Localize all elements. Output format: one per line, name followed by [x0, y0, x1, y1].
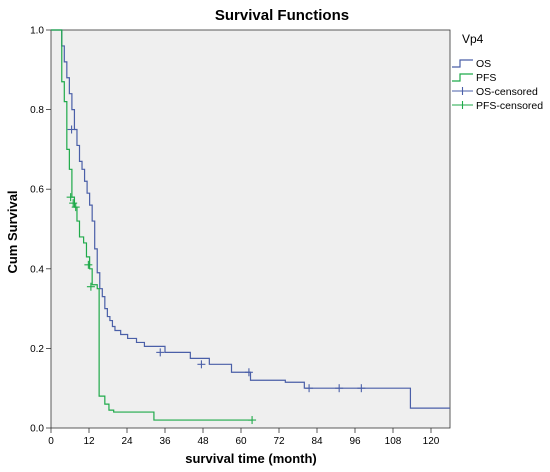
y-tick-label: 0.8: [30, 105, 44, 116]
legend-entry: PFS-censored: [452, 100, 543, 112]
legend-entry: PFS: [452, 72, 496, 84]
legend-line-swatch: [452, 59, 473, 68]
x-tick-label: 84: [311, 436, 323, 447]
legend-label: OS-censored: [476, 86, 538, 98]
os-censored-mark: [67, 125, 76, 134]
x-tick-label: 72: [273, 436, 285, 447]
os-censored-mark: [357, 384, 366, 393]
x-tick-label: 120: [423, 436, 440, 447]
legend-entry: OS-censored: [452, 86, 538, 98]
pfs-censored-mark: [248, 416, 257, 425]
y-axis-label: Cum Survival: [5, 190, 20, 273]
series-os-line: [51, 29, 450, 409]
x-tick-label: 0: [48, 436, 54, 447]
os-censored-mark: [335, 384, 344, 393]
legend: Vp4 OS PFS OS-censored PFS-censored: [452, 32, 543, 112]
os-censored-mark: [305, 384, 314, 393]
y-tick-label: 1.0: [30, 26, 44, 37]
legend-entry: OS: [452, 58, 491, 70]
legend-label: PFS-censored: [476, 100, 543, 112]
legend-line-swatch: [452, 73, 473, 82]
x-tick-label: 108: [385, 436, 402, 447]
y-tick-label: 0.0: [30, 424, 44, 435]
x-tick-label: 36: [159, 436, 171, 447]
os-censored-mark: [156, 348, 165, 357]
x-tick-label: 12: [83, 436, 95, 447]
censor-layer: [66, 125, 366, 425]
pfs-censored-mark: [84, 260, 93, 269]
legend-label: PFS: [476, 72, 496, 84]
x-tick-label: 24: [121, 436, 133, 447]
y-tick-label: 0.6: [30, 185, 44, 196]
chart-title: Survival Functions: [215, 7, 349, 24]
os-censored-mark: [197, 360, 206, 369]
y-tick-label: 0.4: [30, 264, 44, 275]
y-tick-label: 0.2: [30, 344, 44, 355]
x-tick-label: 48: [197, 436, 209, 447]
legend-title: Vp4: [462, 32, 484, 46]
y-axis: 0.0 0.2 0.4 0.6 0.8 1.0: [30, 26, 51, 435]
os-censored-mark: [244, 368, 253, 377]
x-tick-label: 60: [235, 436, 247, 447]
x-axis: 0 12 24 36 48 60 72 84 96 108 120: [48, 428, 440, 447]
series-pfs-line: [51, 29, 253, 421]
legend-label: OS: [476, 58, 491, 70]
x-tick-label: 96: [349, 436, 361, 447]
x-axis-label: survival time (month): [185, 451, 316, 466]
series-layer: [51, 29, 450, 421]
pfs-censored-mark: [66, 193, 75, 202]
pfs-censored-mark: [71, 203, 80, 212]
plot-area: [50, 29, 451, 429]
pfs-censored-mark: [86, 282, 95, 291]
